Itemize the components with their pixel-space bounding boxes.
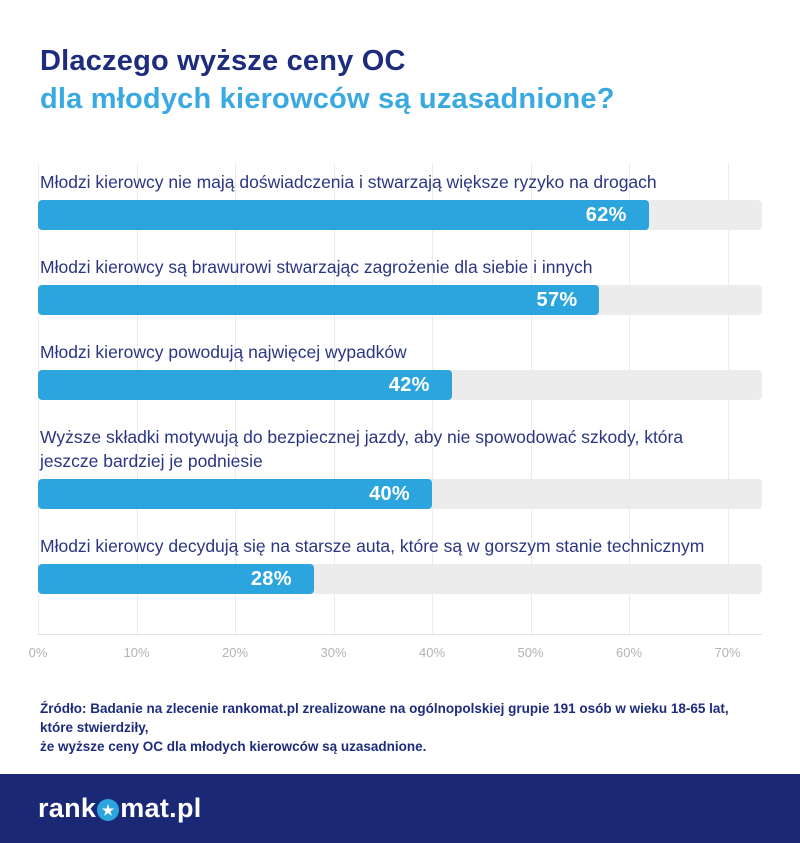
source-note-line-1: Źródło: Badanie na zlecenie rankomat.pl …: [40, 701, 729, 735]
chart-row: Młodzi kierowcy powodują najwięcej wypad…: [38, 340, 762, 400]
x-axis-tick-label: 0%: [28, 645, 48, 660]
bar-track: 28%: [38, 564, 762, 594]
bar-value-label: 62%: [585, 203, 627, 226]
x-axis-tick-label: 50%: [517, 645, 544, 660]
star-icon: ★: [101, 801, 115, 818]
x-axis-tick-label: 10%: [123, 645, 150, 660]
bar-category-label: Młodzi kierowcy powodują najwięcej wypad…: [40, 342, 407, 362]
x-axis-tick-label: 70%: [714, 645, 741, 660]
chart-row: Młodzi kierowcy decydują się na starsze …: [38, 534, 762, 594]
bar-track: 57%: [38, 285, 762, 315]
logo-text-suffix: mat.pl: [120, 793, 202, 823]
title-line-1: Dlaczego wyższe ceny OC: [40, 45, 406, 77]
bar: 28%: [38, 564, 314, 594]
bar: 40%: [38, 479, 432, 509]
bar-category-label: Wyższe składki motywują do bezpiecznej j…: [40, 427, 684, 471]
page-title: Dlaczego wyższe ceny OC dla młodych kier…: [40, 42, 760, 118]
logo-text-prefix: rank: [38, 793, 97, 823]
bar-track: 40%: [38, 479, 762, 509]
bar-category-label: Młodzi kierowcy decydują się na starsze …: [40, 536, 705, 556]
bar: 62%: [38, 200, 649, 230]
chart-row: Młodzi kierowcy nie mają doświadczenia i…: [38, 170, 762, 230]
x-axis-tick-label: 40%: [418, 645, 446, 660]
bar: 57%: [38, 285, 600, 315]
bar-value-label: 57%: [536, 288, 578, 311]
x-axis-tick-label: 30%: [320, 645, 347, 660]
brand-band: rank ★ mat.pl: [0, 774, 800, 843]
bar-track: 62%: [38, 200, 762, 230]
x-axis-tick-label: 60%: [616, 645, 643, 660]
bar-category-label: Młodzi kierowcy nie mają doświadczenia i…: [40, 172, 657, 192]
bar-value-label: 42%: [388, 373, 430, 396]
x-axis: 0% 10% 20% 30% 40% 50% 60% 70%: [29, 645, 762, 661]
source-note-line-2: że wyższe ceny OC dla młodych kierowców …: [40, 739, 427, 754]
bar-chart: Młodzi kierowcy nie mają doświadczenia i…: [38, 164, 762, 635]
source-note: Źródło: Badanie na zlecenie rankomat.pl …: [40, 699, 760, 756]
bar-track: 42%: [38, 370, 762, 400]
rankomat-logo: rank ★ mat.pl: [38, 793, 202, 824]
chart-row: Wyższe składki motywują do bezpiecznej j…: [38, 425, 762, 509]
star-circle-icon: ★: [97, 798, 120, 821]
bar-value-label: 28%: [250, 567, 292, 590]
x-axis-tick-label: 20%: [221, 645, 249, 660]
chart-row: Młodzi kierowcy są brawurowi stwarzając …: [38, 255, 762, 315]
bar-category-label: Młodzi kierowcy są brawurowi stwarzając …: [40, 257, 593, 277]
bar: 42%: [38, 370, 452, 400]
title-line-2: dla młodych kierowców są uzasadnione?: [40, 83, 615, 115]
bar-value-label: 40%: [369, 482, 410, 505]
